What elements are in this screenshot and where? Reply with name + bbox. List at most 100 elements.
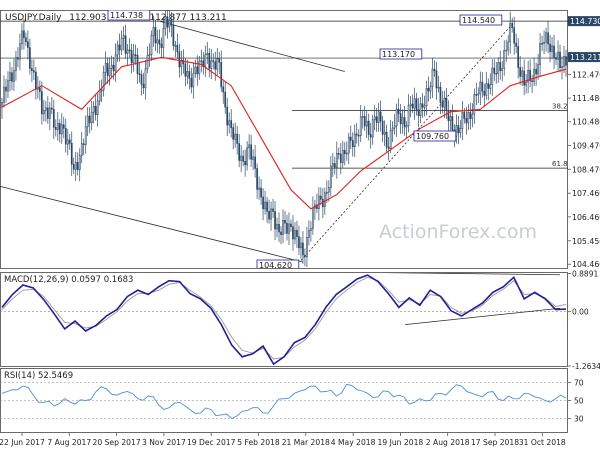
candle-body	[126, 49, 129, 54]
candle-body	[230, 120, 233, 128]
candle-body	[288, 223, 290, 234]
candle-body	[35, 71, 37, 90]
candle-body	[545, 32, 547, 43]
candle-body	[479, 81, 482, 95]
candle-body	[403, 117, 406, 128]
candle-body	[290, 223, 292, 227]
candle-body	[132, 54, 135, 63]
candle-body	[1, 102, 3, 108]
candle-body	[489, 84, 492, 89]
candle-body	[407, 105, 410, 126]
candle-body	[130, 50, 133, 63]
rsi-axis: 70 50 30	[568, 379, 584, 424]
candle-body	[106, 62, 109, 76]
date-tick-label: 17 Sep 2018	[471, 438, 519, 447]
candle-body	[461, 112, 464, 129]
recent-high-label-box	[459, 14, 503, 26]
candle-body	[84, 126, 87, 145]
candle-body	[304, 254, 306, 258]
price-tick-label: 112.470	[572, 71, 600, 80]
candle-body	[224, 91, 227, 108]
candle-body	[188, 71, 191, 79]
candle-body	[144, 68, 147, 89]
candle-body	[226, 106, 229, 126]
candle-body	[13, 70, 15, 82]
macd-axis: 0.8891 0.00 -1.2634	[568, 269, 600, 371]
price-tick-label: 110.480	[572, 118, 600, 127]
candle-body	[202, 60, 205, 67]
candle-body	[276, 223, 278, 230]
candle-body	[515, 42, 518, 47]
candle-body	[296, 230, 298, 237]
candle-body	[114, 54, 117, 72]
candle-body	[553, 45, 555, 58]
candle-body	[555, 57, 557, 60]
candle-body	[549, 43, 551, 52]
high-label-box	[107, 10, 151, 21]
candle-body	[76, 162, 79, 171]
rsi-plot	[0, 382, 568, 420]
candle-body	[39, 87, 41, 92]
candle-body	[278, 223, 280, 233]
candle-body	[353, 133, 356, 148]
macd-resistance-line	[382, 273, 561, 276]
candle-body	[160, 43, 163, 48]
candle-body	[292, 226, 294, 240]
candle-body	[138, 73, 141, 76]
candle-body	[310, 228, 312, 231]
candle-body	[529, 69, 531, 81]
candle-body	[393, 125, 396, 129]
candle-body	[33, 70, 35, 73]
candle-body	[543, 41, 545, 44]
moving-average-line	[1, 56, 567, 210]
candle-body	[513, 27, 516, 44]
date-tick-label: 3 Nov 2017	[142, 438, 186, 447]
candle-body	[320, 195, 322, 200]
candle-body	[437, 86, 440, 89]
candle-body	[274, 211, 276, 230]
candle-body	[120, 38, 123, 51]
candle-body	[62, 124, 65, 129]
candle-body	[499, 62, 502, 71]
candle-body	[156, 39, 159, 44]
candle-body	[417, 109, 420, 117]
candle-body	[497, 62, 500, 74]
candle-body	[154, 27, 157, 44]
swing-low-label: 109.760	[416, 132, 449, 141]
price-plot: 114.738 104.620 113.170 109.760 114.540 38.2 6…	[0, 10, 568, 268]
candle-body	[471, 113, 474, 119]
candle-body	[232, 127, 235, 140]
price-tick-label: 108.470	[572, 165, 600, 174]
price-tick-label: 111.480	[572, 94, 600, 103]
candle-body	[31, 68, 33, 71]
candle-body	[46, 107, 49, 119]
recent-high-label: 114.540	[462, 16, 495, 25]
candle-body	[43, 110, 45, 115]
candle-body	[503, 50, 506, 69]
candle-body	[108, 68, 111, 76]
candle-body	[21, 30, 23, 44]
candle-body	[29, 47, 31, 69]
candle-body	[164, 16, 167, 29]
candle-body	[176, 44, 179, 53]
candle-body	[523, 70, 525, 86]
candle-body	[64, 127, 67, 145]
candle-body	[82, 143, 85, 145]
candle-body	[260, 187, 262, 198]
candle-body	[505, 49, 508, 52]
candle-body	[563, 56, 565, 67]
candle-body	[483, 90, 486, 96]
candle-body	[242, 155, 244, 162]
candle-body	[383, 131, 386, 135]
candle-body	[425, 87, 428, 107]
candle-body	[395, 109, 398, 127]
candle-body	[128, 49, 131, 52]
candle-body	[547, 32, 549, 45]
high-price-tag	[568, 16, 600, 27]
candle-body	[78, 155, 81, 171]
candle-body	[337, 153, 340, 155]
price-tick-label: 104.460	[572, 260, 600, 269]
candle-body	[433, 68, 436, 72]
fib-61-label: 61.8	[552, 160, 568, 168]
